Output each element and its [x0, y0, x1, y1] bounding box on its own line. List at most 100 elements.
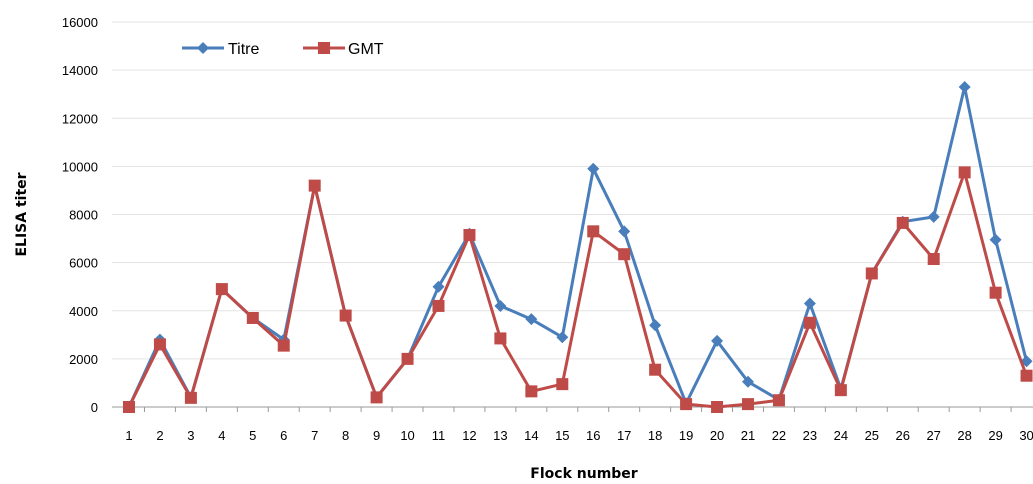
point-titre: [587, 162, 600, 175]
point-titre: [958, 80, 971, 93]
point-titre: [989, 233, 1002, 246]
x-tick-label: 3: [187, 428, 194, 443]
point-gmt: [184, 391, 197, 404]
point-gmt: [123, 401, 135, 413]
x-tick-label: 23: [803, 428, 817, 443]
point-gmt: [834, 384, 847, 397]
y-tick-label: 16000: [62, 15, 98, 30]
point-gmt: [896, 216, 909, 229]
y-tick-label: 2000: [69, 352, 98, 367]
x-tick-label: 25: [865, 428, 879, 443]
point-gmt: [494, 332, 507, 345]
point-gmt: [680, 398, 693, 411]
point-gmt: [772, 394, 785, 407]
x-tick-label: 24: [834, 428, 848, 443]
x-tick-label: 12: [462, 428, 476, 443]
x-tick-label: 17: [617, 428, 631, 443]
x-axis-ticks: 1 2 3 4 5 6 7 8 9 10 11 12 13 14 15 16 17 18 19 20 21 22 23 24 2…: [125, 407, 1033, 443]
point-titre: [711, 334, 724, 347]
point-titre: [1020, 355, 1033, 368]
x-tick-label: 13: [493, 428, 507, 443]
point-gmt: [432, 299, 445, 312]
point-gmt: [277, 339, 290, 352]
point-gmt: [587, 225, 600, 238]
x-tick-label: 6: [280, 428, 287, 443]
x-tick-label: 9: [373, 428, 380, 443]
x-tick-label: 14: [524, 428, 538, 443]
x-tick-label: 15: [555, 428, 569, 443]
x-tick-label: 5: [249, 428, 256, 443]
x-tick-label: 21: [741, 428, 755, 443]
x-tick-label: 7: [311, 428, 318, 443]
point-gmt: [556, 378, 569, 391]
point-gmt: [308, 179, 321, 192]
y-tick-label: 0: [91, 400, 98, 415]
gridlines: [112, 21, 1033, 360]
point-gmt: [339, 309, 352, 322]
point-titre: [742, 375, 754, 388]
point-gmt: [742, 398, 754, 411]
x-tick-label: 27: [926, 428, 940, 443]
x-tick-label: 8: [342, 428, 349, 443]
x-tick-label: 2: [156, 428, 163, 443]
point-gmt: [153, 338, 166, 351]
legend-label-titre: Titre: [228, 41, 260, 58]
legend: Titre GMT: [182, 41, 384, 58]
point-gmt: [927, 253, 940, 266]
point-gmt: [803, 316, 816, 329]
legend-diamond-marker-icon: [197, 42, 209, 54]
point-gmt: [865, 267, 878, 280]
x-tick-label: 20: [710, 428, 724, 443]
x-tick-label: 10: [400, 428, 414, 443]
point-gmt: [463, 228, 476, 241]
x-tick-label: 22: [772, 428, 786, 443]
point-titre: [494, 299, 507, 312]
x-tick-label: 1: [125, 428, 132, 443]
point-titre: [803, 297, 816, 310]
x-tick-label: 18: [648, 428, 662, 443]
x-tick-label: 28: [957, 428, 971, 443]
point-gmt: [525, 385, 538, 398]
legend-item-gmt: GMT: [303, 41, 384, 58]
y-tick-label: 6000: [69, 256, 98, 271]
point-titre: [432, 280, 445, 293]
point-titre: [525, 313, 538, 326]
legend-square-marker-icon: [318, 42, 330, 54]
y-tick-label: 10000: [62, 159, 98, 174]
point-gmt: [246, 311, 259, 324]
x-axis-title: Flock number: [530, 466, 638, 482]
y-axis-title: ELISA titer: [14, 172, 30, 256]
point-titre: [927, 210, 940, 223]
x-tick-label: 16: [586, 428, 600, 443]
x-tick-label: 30: [1019, 428, 1033, 443]
point-gmt: [649, 363, 662, 376]
y-tick-label: 8000: [69, 208, 98, 223]
point-gmt: [618, 248, 631, 261]
point-titre: [556, 331, 569, 344]
x-tick-label: 11: [432, 428, 446, 443]
point-gmt: [1020, 369, 1033, 382]
point-gmt: [711, 401, 724, 413]
series-titre: [123, 80, 1033, 413]
point-gmt: [215, 283, 228, 296]
x-tick-label: 19: [679, 428, 693, 443]
x-tick-label: 29: [988, 428, 1002, 443]
series-line-gmt: [127, 170, 1028, 409]
y-tick-label: 14000: [62, 63, 98, 78]
x-tick-label: 26: [896, 428, 910, 443]
point-gmt: [958, 166, 971, 179]
y-tick-label: 12000: [62, 111, 98, 126]
legend-label-gmt: GMT: [348, 41, 384, 58]
y-axis-ticks: 0 2000 4000 6000 8000 10000 12000 14000 16000: [62, 15, 98, 415]
point-titre: [649, 319, 662, 332]
point-gmt: [401, 352, 414, 365]
y-tick-label: 4000: [69, 304, 98, 319]
series-layer: [123, 80, 1033, 413]
x-tick-label: 4: [218, 428, 225, 443]
legend-item-titre: Titre: [182, 41, 260, 58]
series-gmt: [123, 166, 1033, 413]
point-gmt: [989, 286, 1002, 299]
point-titre: [618, 225, 631, 238]
point-gmt: [370, 391, 383, 404]
